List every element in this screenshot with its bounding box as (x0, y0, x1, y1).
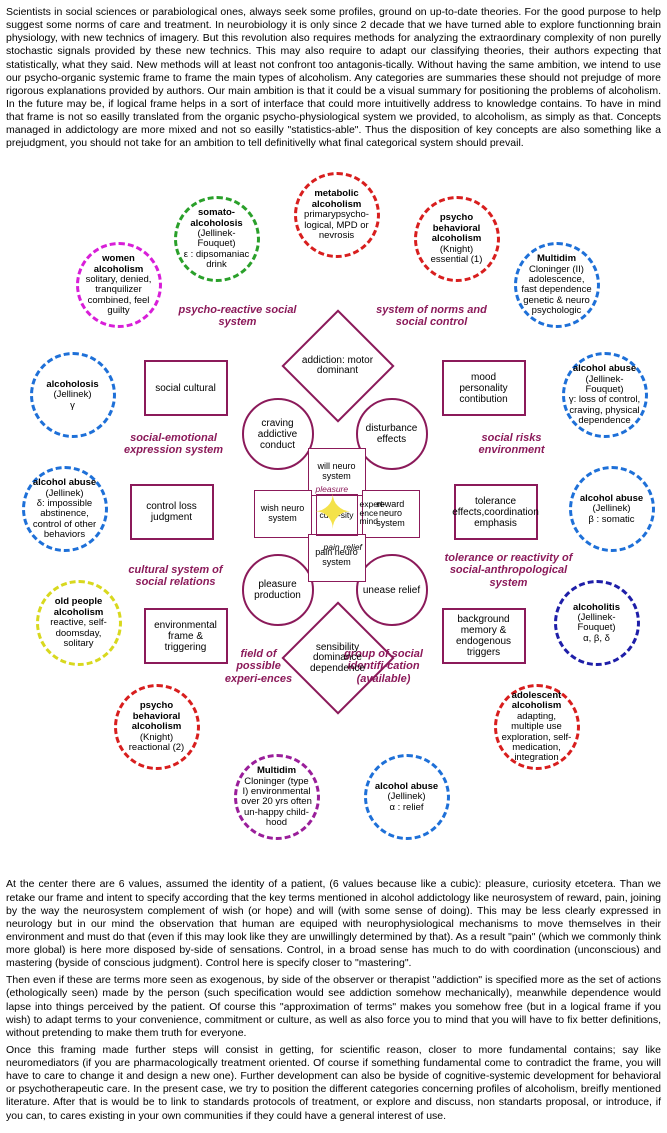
center-experience-label: experi-ence mind (360, 500, 390, 526)
syslabel: social risks environment (452, 432, 572, 456)
syslabel: field of possible experi-ences (224, 648, 294, 684)
outer-profile-11: old people alcoholismreactive, self-doom… (36, 580, 122, 666)
center-pain-label: pain (324, 542, 340, 553)
circ-pleasure: pleasure production (242, 554, 314, 626)
sq-social-cultural: social cultural (144, 360, 228, 416)
center-star-icon: ✦ (314, 484, 353, 542)
intro-text: Scientists in social sciences or parabio… (6, 6, 661, 150)
sq-control: control loss judgment (130, 484, 214, 540)
outer-profile-6: alcoholitis(Jellinek-Fouquet)α, β, δ (554, 580, 640, 666)
syslabel: cultural system of social relations (116, 564, 236, 588)
circ-disturbance: disturbance effects (356, 398, 428, 470)
center-relief-label: relief (344, 542, 362, 553)
syslabel: system of norms and social control (372, 304, 492, 328)
outer-profile-4: alcohol abuse(Jellinek-Fouquet)γ: loss o… (562, 352, 648, 438)
outer-profile-10: psycho behavioral alcoholism(Knight)reac… (114, 684, 200, 770)
outer-profile-3: MultidimCloninger (II) adolescence, fast… (514, 242, 600, 328)
circ-unease: unease relief (356, 554, 428, 626)
outer-profile-9: MultidimCloninger (type I) environmental… (234, 754, 320, 840)
outro-2: Then even if these are terms more seen a… (6, 974, 661, 1040)
circ-craving: craving addictive conduct (242, 398, 314, 470)
outro-1: At the center there are 6 values, assume… (6, 878, 661, 970)
outer-profile-7: adolescent alcoholismadapting, multiple … (494, 684, 580, 770)
outer-profile-14: women alcoholismsolitary, denied, tranqu… (76, 242, 162, 328)
outer-profile-12: alcohol abuse(Jellinek)δ: impossible abs… (22, 466, 108, 552)
sq-tolerance: tolerance effects,coordination emphasis (454, 484, 538, 540)
outer-profile-2: psycho behavioral alcoholism(Knight)esse… (414, 196, 500, 282)
neuro-wish: wish neuro system (254, 490, 312, 538)
sq-environmental: environmental frame & triggering (144, 608, 228, 664)
outer-profile-1: metabolic alcoholismprimarypsycho-logica… (294, 172, 380, 258)
syslabel: social-emotional expression system (114, 432, 234, 456)
syslabel: tolerance or reactivity of social-anthro… (434, 552, 584, 588)
outer-profile-8: alcohol abuse(Jellinek)α : relief (364, 754, 450, 840)
outer-profile-5: alcohol abuse(Jellinek)β : somatic (569, 466, 655, 552)
diamond-sensibility: sensibility dominance dependence (298, 618, 378, 698)
sq-background: background memory & endogenous triggers (442, 608, 526, 664)
outer-profile-0: somato-alcoholosis(Jellinek-Fouquet)ε : … (174, 196, 260, 282)
syslabel: psycho-reactive social system (178, 304, 298, 328)
diamond-addiction: addiction: motor dominant (298, 326, 378, 406)
outer-profile-13: alcoholosis(Jellinek)γ (30, 352, 116, 438)
sq-mood: mood personality contibution (442, 360, 526, 416)
outro-3: Once this framing made further steps wil… (6, 1044, 661, 1123)
alcoholism-systemic-diagram: addiction: motor dominant sensibility do… (14, 154, 654, 874)
